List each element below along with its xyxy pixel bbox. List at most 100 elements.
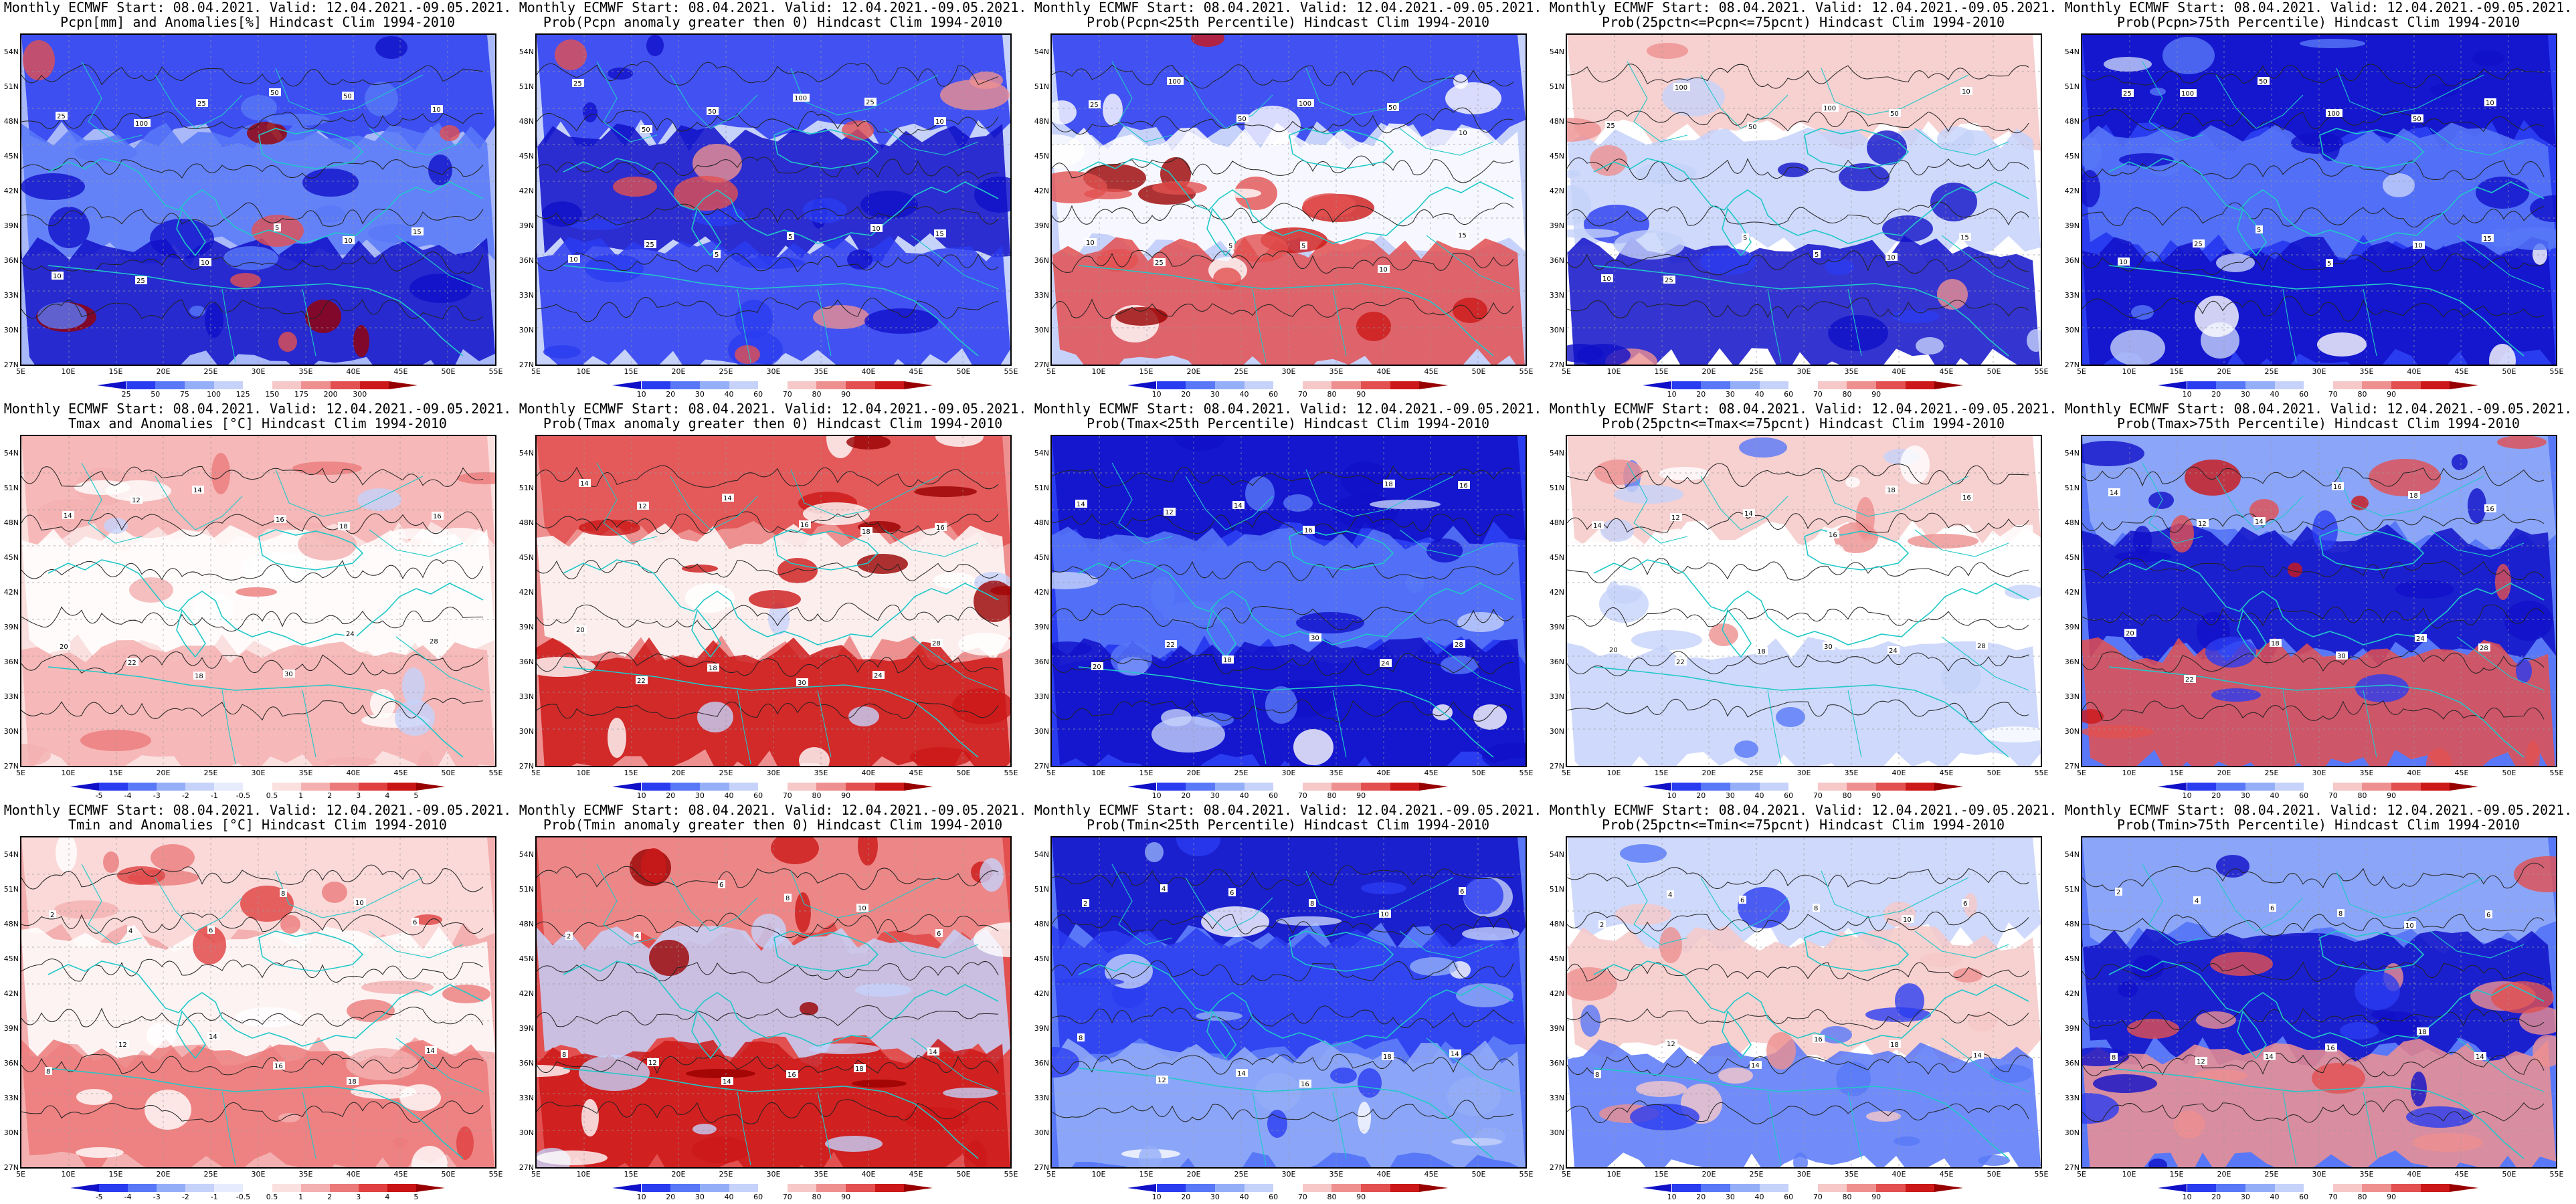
longitude-tick-label: 20E [156, 1170, 171, 1179]
contour-label-bg [1383, 480, 1395, 488]
contour-label: 10 [355, 900, 364, 907]
colorbar-label: 80 [1327, 1193, 1337, 1201]
shaded-patch [375, 36, 407, 59]
shaded-patch [809, 1043, 880, 1054]
shaded-patch [1463, 877, 1503, 914]
contour-label-bg [1382, 1052, 1394, 1060]
contour-label: 18 [2418, 1029, 2427, 1036]
shaded-zone [1052, 525, 1526, 667]
shaded-patch [825, 1136, 883, 1152]
panel-title-variable: Prob(Pcpn anomaly greater then 0) Hindca… [543, 14, 1003, 30]
latitude-tick-label: 42N [2064, 187, 2080, 195]
colorbar-arrow-right [1419, 1184, 1449, 1192]
colorbar-segment [641, 381, 671, 389]
coastline [1593, 930, 2029, 1159]
colorbar-segment [2391, 381, 2421, 389]
shaded-patch [1920, 952, 1962, 967]
coastline [2108, 128, 2545, 357]
longitude-tick-label: 35E [1844, 769, 1859, 777]
colorbar-label: 20 [1181, 1193, 1191, 1201]
shaded-patch [641, 848, 666, 884]
shaded-patch [1052, 100, 1077, 124]
longitude-tick-label: 55E [488, 367, 503, 376]
longitude-tick-label: 15E [624, 769, 638, 777]
colorbar-label: 90 [2387, 1193, 2397, 1201]
contour-label: 15 [935, 231, 944, 238]
shaded-patch [1738, 887, 1790, 928]
colorbar-label: 90 [1356, 390, 1366, 399]
contour-label-bg [1085, 238, 1097, 246]
colorbar-label: 60 [1269, 1193, 1279, 1201]
longitude-tick-label: 35E [1329, 769, 1344, 777]
colorbar-arrow-right [389, 381, 418, 389]
panel-title-header: Monthly ECMWF Start: 08.04.2021. Valid: … [519, 802, 1027, 818]
map-panel: Monthly ECMWF Start: 08.04.2021. Valid: … [1030, 803, 1546, 1204]
latitude-tick-label: 33N [2064, 692, 2080, 701]
longitude-tick-label: 55E [1004, 769, 1018, 777]
longitude-tick-label: 30E [251, 367, 266, 376]
contour-label-bg [49, 910, 56, 918]
shaded-patch [247, 122, 287, 144]
shaded-patch [2502, 227, 2556, 250]
longitude-tick-label: 45E [1939, 769, 1954, 777]
contour-label: 10 [2119, 259, 2128, 266]
shaded-patch [2371, 1010, 2395, 1019]
longitude-tick-label: 5E [2077, 367, 2086, 376]
shaded-patch [1191, 35, 1224, 47]
contour-line [2082, 557, 2545, 581]
shaded-patch [1451, 1138, 1502, 1146]
shaded-patch [685, 583, 735, 613]
contour-label-bg [872, 671, 885, 679]
longitude-tick-label: 10E [1606, 769, 1621, 777]
shaded-patch [211, 453, 230, 494]
contour-label-bg [927, 1047, 939, 1056]
colorbar-label: 90 [841, 791, 851, 800]
coastline [1078, 128, 1514, 357]
colorbar-segment [670, 783, 701, 791]
contour-line [537, 1054, 999, 1075]
map-frame: 14 12 14 16 18 16 20 22 18 30 24 28 [2081, 435, 2557, 767]
latitude-tick-label: 42N [519, 588, 534, 597]
colorbar-label: 10 [636, 1193, 646, 1201]
shaded-patch [1930, 183, 1977, 221]
contour-label: 5 [1815, 252, 1819, 259]
contour-label-bg [636, 676, 648, 684]
colorbar-label: 80 [812, 390, 822, 399]
shaded-patch [1162, 601, 1236, 625]
colorbar-arrow-left [1127, 783, 1156, 791]
panel-title-header: Monthly ECMWF Start: 08.04.2021. Valid: … [3, 401, 512, 417]
latitude-tick-label: 33N [2064, 1094, 2080, 1102]
colorbar [1127, 1184, 1449, 1192]
shaded-patch [456, 1126, 474, 1160]
contour-line [537, 603, 999, 630]
panel-title-header: Monthly ECMWF Start: 08.04.2021. Valid: … [1549, 802, 2057, 818]
longitude-tick-label: 35E [814, 367, 828, 376]
shaded-patch [280, 915, 300, 934]
contour-label-bg [786, 1070, 798, 1078]
shaded-patch [1856, 497, 1875, 538]
contour-label: 8 [562, 1051, 566, 1059]
shaded-patch [858, 837, 878, 866]
longitude-tick-label: 30E [2312, 367, 2326, 376]
shaded-patch [440, 125, 460, 141]
latitude-tick-label: 54N [3, 850, 19, 859]
colorbar-segment [2304, 381, 2334, 389]
longitude-tick-label: 45E [393, 1170, 408, 1179]
longitude-tick-label: 5E [1562, 367, 1571, 376]
colorbar-segment [699, 381, 730, 389]
shaded-zone [1567, 837, 2041, 955]
latitude-tick-label: 39N [3, 221, 19, 230]
shaded-patch [697, 702, 733, 732]
contour-label-bg [722, 494, 734, 502]
colorbar-label: 90 [2387, 791, 2397, 800]
panel-title-variable: Prob(Pcpn>75th Percentile) Hindcast Clim… [2116, 14, 2520, 30]
colorbar-segment [641, 1184, 671, 1192]
contour-line [21, 1100, 484, 1123]
latitude-tick-label: 54N [3, 47, 19, 56]
panel-title-header: Monthly ECMWF Start: 08.04.2021. Valid: … [1034, 802, 1542, 818]
colorbar-segment [1701, 381, 1731, 389]
latitude-tick-label: 39N [519, 623, 534, 631]
colorbar-segment [1361, 783, 1391, 791]
colorbar-segment [1759, 783, 1789, 791]
